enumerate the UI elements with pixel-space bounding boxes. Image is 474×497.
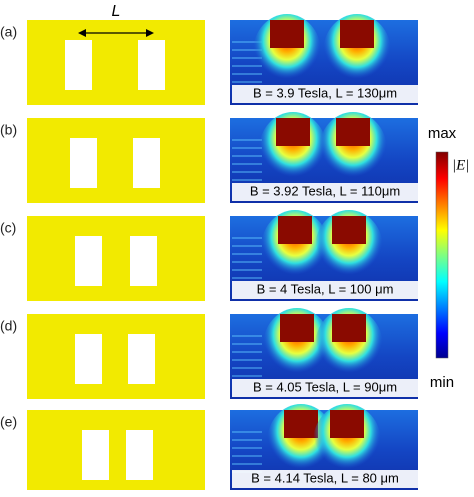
field-map: B = 4.14 Tesla, L = 80 μm	[230, 404, 418, 490]
panel-label: (c)	[0, 220, 16, 236]
panel-label: (e)	[0, 414, 17, 430]
hole	[130, 236, 157, 286]
field-map: B = 3.92 Tesla, L = 110μm	[230, 112, 418, 203]
hole	[75, 334, 102, 384]
field-map: B = 3.9 Tesla, L = 130μm	[230, 14, 418, 105]
panels: (a) B = 3.9 Tesla, L = 130μm (b) B = 3.92 T…	[0, 14, 418, 490]
field-map: B = 4 Tesla, L = 100 μm	[230, 210, 418, 301]
geometry	[27, 20, 205, 105]
panel-caption: B = 3.9 Tesla, L = 130μm	[253, 85, 397, 100]
field-hotspot	[330, 410, 364, 438]
geometry	[27, 118, 205, 203]
field-hotspot	[284, 410, 318, 438]
geometry	[27, 410, 205, 490]
field-hotspot	[276, 118, 310, 146]
caption-bg	[232, 470, 418, 488]
length-label: L	[112, 3, 121, 20]
caption-bg	[232, 183, 418, 201]
panel-caption: B = 3.92 Tesla, L = 110μm	[250, 183, 400, 198]
geometry	[27, 216, 205, 301]
panel-label: (b)	[0, 122, 17, 138]
hole	[82, 430, 109, 480]
hole	[70, 138, 97, 188]
hole	[75, 236, 102, 286]
colorbar	[435, 151, 449, 359]
field-hotspot	[340, 20, 374, 48]
hole	[138, 40, 165, 90]
caption-bg	[232, 85, 418, 103]
field-hotspot	[278, 216, 312, 244]
panel-label: (d)	[0, 318, 17, 334]
field-hotspot	[332, 216, 366, 244]
hole	[133, 138, 160, 188]
caption-bg	[232, 379, 418, 397]
panel-label: (a)	[0, 24, 17, 40]
colorbar-min: min	[430, 374, 454, 391]
panel-caption: B = 4.05 Tesla, L = 90μm	[253, 379, 397, 394]
field-hotspot	[280, 314, 314, 342]
field-map: B = 4.05 Tesla, L = 90μm	[230, 308, 418, 399]
hole	[65, 40, 92, 90]
field-hotspot	[332, 314, 366, 342]
field-hotspot	[270, 20, 304, 48]
arrow-head	[146, 29, 154, 37]
panel-caption: B = 4 Tesla, L = 100 μm	[257, 281, 394, 296]
geometry	[27, 314, 205, 399]
colorbar-quantity: |E|	[452, 157, 469, 173]
hole	[128, 334, 155, 384]
caption-bg	[232, 281, 418, 299]
field-hotspot	[336, 118, 370, 146]
panel-caption: B = 4.14 Tesla, L = 80 μm	[251, 470, 399, 485]
hole	[126, 430, 153, 480]
arrow-head	[78, 29, 86, 37]
colorbar-max: max	[428, 125, 457, 142]
